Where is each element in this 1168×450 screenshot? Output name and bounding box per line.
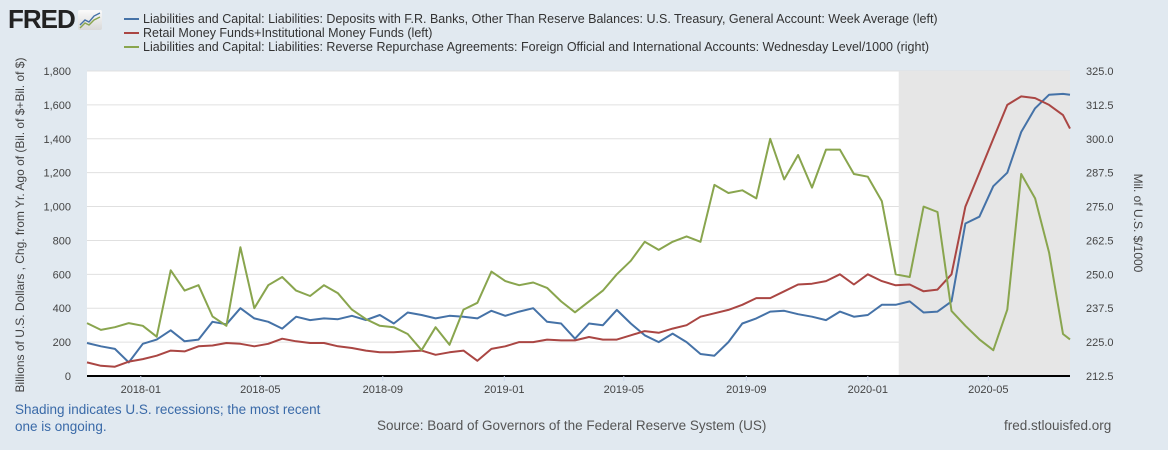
recession-shading <box>898 71 1070 376</box>
y-tick-label-right: 300.0 <box>1086 134 1114 146</box>
x-ticks: 2018-01 2018-05 2018-09 2019-01 2019-05 2019-… <box>121 376 1009 396</box>
y-tick-label-right: 225.0 <box>1086 337 1114 349</box>
series-line-3 <box>86 137 1071 352</box>
y-tick-label-right: 325.0 <box>1086 66 1114 78</box>
y-tick-label-left: 0 <box>65 371 71 383</box>
y-tick-label-right: 212.5 <box>1086 371 1114 383</box>
legend-label: Liabilities and Capital: Liabilities: Re… <box>143 40 930 54</box>
y-tick-label-left: 1,000 <box>43 202 71 214</box>
y-tick-label-left: 600 <box>53 269 71 281</box>
x-tick-label: 2020-01 <box>848 384 888 396</box>
y-tick-label-right: 287.5 <box>1086 168 1114 180</box>
y-tick-label-left: 1,400 <box>43 134 71 146</box>
legend-item-treasury[interactable]: Liabilities and Capital: Liabilities: De… <box>124 12 938 26</box>
y-tick-label-right: 250.0 <box>1086 269 1114 281</box>
y-tick-label-left: 400 <box>53 303 71 315</box>
legend-swatch-red <box>124 32 139 34</box>
recession-band <box>898 71 1070 376</box>
legend-label: Retail Money Funds+Institutional Money F… <box>143 26 433 40</box>
x-tick-label: 2019-05 <box>604 384 644 396</box>
x-tick-label: 2020-05 <box>968 384 1008 396</box>
logo-text: FRED <box>8 4 76 34</box>
series-line-1 <box>86 92 1071 364</box>
x-tick-label: 2018-05 <box>240 384 280 396</box>
y-tick-label-right: 237.5 <box>1086 303 1114 315</box>
x-tick-label: 2019-09 <box>726 384 766 396</box>
chart-legend: Liabilities and Capital: Liabilities: De… <box>124 12 938 54</box>
source-text: Source: Board of Governors of the Federa… <box>377 418 767 433</box>
y-ticks-right: 212.5 225.0 237.5 250.0 262.5 275.0 287.5 300.0… <box>1086 66 1114 383</box>
legend-swatch-green <box>124 46 139 48</box>
y-tick-label-left: 1,200 <box>43 168 71 180</box>
y-tick-label-right: 262.5 <box>1086 235 1114 247</box>
fred-url-link[interactable]: fred.stlouisfed.org <box>1004 418 1112 433</box>
y-tick-label-left: 1,600 <box>43 100 71 112</box>
x-tick-label: 2018-01 <box>121 384 161 396</box>
legend-label: Liabilities and Capital: Liabilities: De… <box>143 12 938 26</box>
legend-item-reverse-repo[interactable]: Liabilities and Capital: Liabilities: Re… <box>124 40 938 54</box>
line-chart-icon <box>77 10 102 30</box>
series-lines <box>86 92 1071 368</box>
legend-swatch-blue <box>124 18 139 20</box>
y-tick-label-right: 275.0 <box>1086 202 1114 214</box>
x-tick-label: 2019-01 <box>484 384 524 396</box>
y-ticks-left: 0 200 400 600 800 1,000 1,200 1,400 1,600 1,800 <box>43 66 71 383</box>
series-line-2 <box>86 95 1071 368</box>
x-tick-label: 2018-09 <box>363 384 403 396</box>
y-tick-label-left: 800 <box>53 235 71 247</box>
recession-note: Shading indicates U.S. recessions; the m… <box>15 402 321 434</box>
fred-logo[interactable]: FRED <box>8 6 102 32</box>
y-tick-label-right: 312.5 <box>1086 100 1114 112</box>
y-tick-label-left: 200 <box>53 337 71 349</box>
legend-item-money-funds[interactable]: Retail Money Funds+Institutional Money F… <box>124 26 938 40</box>
y-tick-label-left: 1,800 <box>43 66 71 78</box>
